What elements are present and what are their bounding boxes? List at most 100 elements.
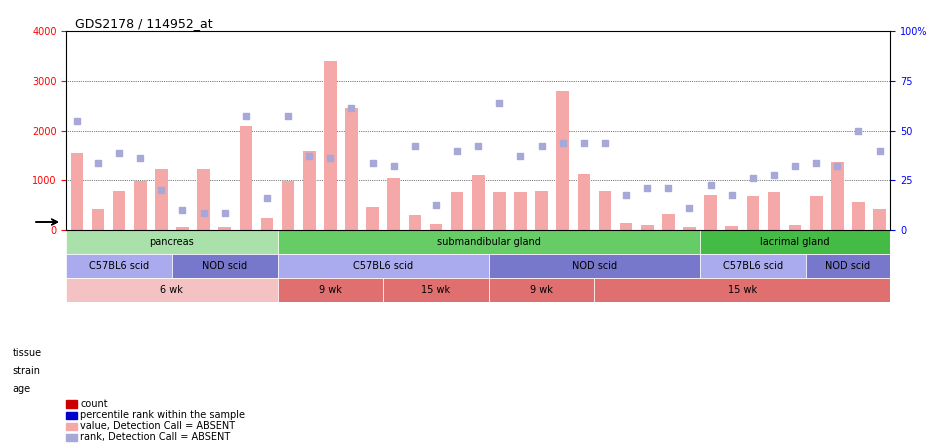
Bar (219, 227, 231, 230)
Point (577, 139, 592, 147)
Bar (700, 254, 806, 278)
Bar (595, 278, 890, 302)
Bar (599, 191, 612, 230)
Bar (806, 254, 890, 278)
Point (513, 152, 528, 159)
Text: 15 wk: 15 wk (421, 285, 451, 295)
Bar (489, 278, 595, 302)
Point (259, 194, 275, 202)
Text: NOD scid: NOD scid (572, 261, 617, 271)
Bar (70, 153, 83, 230)
Bar (493, 192, 506, 230)
Bar (662, 214, 674, 230)
Point (555, 139, 570, 147)
Point (175, 207, 190, 214)
Bar (384, 278, 489, 302)
Point (661, 184, 676, 191)
Text: C57BL6 scid: C57BL6 scid (723, 261, 783, 271)
Bar (810, 196, 823, 230)
Bar (789, 225, 801, 230)
Point (302, 152, 317, 159)
Text: 6 wk: 6 wk (160, 285, 184, 295)
Bar (535, 191, 548, 230)
Bar (746, 196, 759, 230)
Bar (277, 230, 700, 254)
Point (217, 209, 232, 216)
Text: GDS2178 / 114952_at: GDS2178 / 114952_at (75, 17, 212, 30)
Point (703, 182, 718, 189)
Bar (451, 192, 463, 230)
Point (69, 117, 84, 124)
Bar (408, 215, 421, 230)
Point (788, 162, 803, 169)
Point (386, 162, 402, 169)
Bar (557, 91, 569, 230)
Bar (514, 192, 527, 230)
Text: lacrimal gland: lacrimal gland (760, 237, 830, 247)
Bar (303, 151, 315, 230)
Bar (260, 218, 274, 230)
Point (196, 209, 211, 216)
Point (450, 147, 465, 154)
Text: count: count (80, 399, 108, 409)
Text: percentile rank within the sample: percentile rank within the sample (80, 410, 245, 420)
Point (153, 187, 169, 194)
Text: tissue: tissue (12, 348, 42, 358)
Text: strain: strain (12, 366, 41, 376)
Bar (430, 224, 442, 230)
Text: C57BL6 scid: C57BL6 scid (89, 261, 150, 271)
Bar (92, 209, 104, 230)
Bar (277, 254, 489, 278)
Bar (768, 192, 780, 230)
Text: NOD scid: NOD scid (826, 261, 870, 271)
Point (344, 105, 359, 112)
Text: 9 wk: 9 wk (319, 285, 342, 295)
Point (618, 192, 634, 199)
Bar (277, 278, 384, 302)
Bar (873, 209, 886, 230)
Point (809, 159, 824, 166)
Text: 15 wk: 15 wk (727, 285, 757, 295)
Bar (725, 226, 738, 230)
Bar (240, 126, 252, 230)
Bar (172, 254, 277, 278)
Bar (852, 202, 865, 230)
Point (280, 112, 295, 119)
Point (365, 159, 380, 166)
Bar (366, 207, 379, 230)
Point (830, 162, 845, 169)
Point (90, 159, 105, 166)
Point (745, 174, 760, 182)
Bar (683, 227, 696, 230)
Bar (472, 175, 485, 230)
Point (639, 184, 654, 191)
Bar (345, 108, 358, 230)
Bar (282, 182, 295, 230)
Text: C57BL6 scid: C57BL6 scid (353, 261, 413, 271)
Point (239, 112, 254, 119)
Bar (66, 230, 277, 254)
Bar (197, 169, 210, 230)
Text: pancreas: pancreas (150, 237, 194, 247)
Point (112, 150, 127, 157)
Text: 9 wk: 9 wk (530, 285, 553, 295)
Point (534, 142, 549, 149)
Bar (387, 178, 400, 230)
Point (471, 142, 486, 149)
Bar (155, 169, 168, 230)
Point (491, 100, 507, 107)
Point (851, 127, 867, 134)
Point (682, 204, 697, 211)
Point (407, 142, 422, 149)
Bar (641, 225, 653, 230)
Bar (176, 227, 188, 230)
Text: NOD scid: NOD scid (202, 261, 247, 271)
Point (724, 192, 740, 199)
Bar (619, 223, 633, 230)
Bar (113, 191, 125, 230)
Point (323, 155, 338, 162)
Bar (134, 182, 147, 230)
Point (598, 139, 613, 147)
Bar (324, 61, 337, 230)
Bar (66, 278, 277, 302)
